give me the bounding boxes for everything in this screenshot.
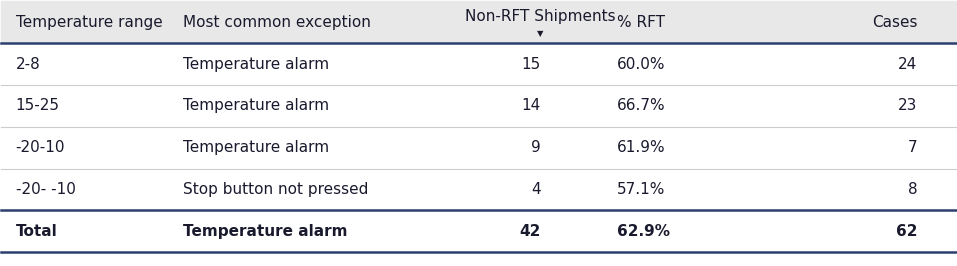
Text: Cases: Cases [872, 15, 918, 30]
Bar [1, 85, 956, 127]
Text: Temperature alarm: Temperature alarm [183, 57, 329, 72]
Text: 61.9%: 61.9% [617, 140, 665, 155]
Text: -20-10: -20-10 [15, 140, 65, 155]
Bar [1, 210, 956, 252]
Text: 8: 8 [908, 182, 918, 197]
Text: ▼: ▼ [537, 30, 544, 39]
Text: 9: 9 [531, 140, 541, 155]
Text: 60.0%: 60.0% [617, 57, 665, 72]
Text: 7: 7 [908, 140, 918, 155]
Text: Temperature alarm: Temperature alarm [183, 98, 329, 113]
Bar [1, 43, 956, 85]
Text: Temperature range: Temperature range [15, 15, 163, 30]
Text: 15: 15 [522, 57, 541, 72]
Text: 15-25: 15-25 [15, 98, 59, 113]
Text: 23: 23 [898, 98, 918, 113]
Text: 62: 62 [896, 224, 918, 239]
Text: Most common exception: Most common exception [183, 15, 370, 30]
Text: 66.7%: 66.7% [617, 98, 665, 113]
Text: 4: 4 [531, 182, 541, 197]
Text: Temperature alarm: Temperature alarm [183, 140, 329, 155]
Bar [1, 1, 956, 43]
Text: Non-RFT Shipments: Non-RFT Shipments [465, 9, 616, 23]
Text: Temperature alarm: Temperature alarm [183, 224, 347, 239]
Text: 2-8: 2-8 [15, 57, 40, 72]
Text: 24: 24 [899, 57, 918, 72]
Text: 62.9%: 62.9% [617, 224, 670, 239]
Text: 57.1%: 57.1% [617, 182, 665, 197]
Text: -20- -10: -20- -10 [15, 182, 76, 197]
Text: 42: 42 [519, 224, 541, 239]
Bar [1, 127, 956, 169]
Text: 14: 14 [522, 98, 541, 113]
Text: Stop button not pressed: Stop button not pressed [183, 182, 368, 197]
Bar [1, 169, 956, 210]
Text: Total: Total [15, 224, 57, 239]
Text: % RFT: % RFT [617, 15, 665, 30]
